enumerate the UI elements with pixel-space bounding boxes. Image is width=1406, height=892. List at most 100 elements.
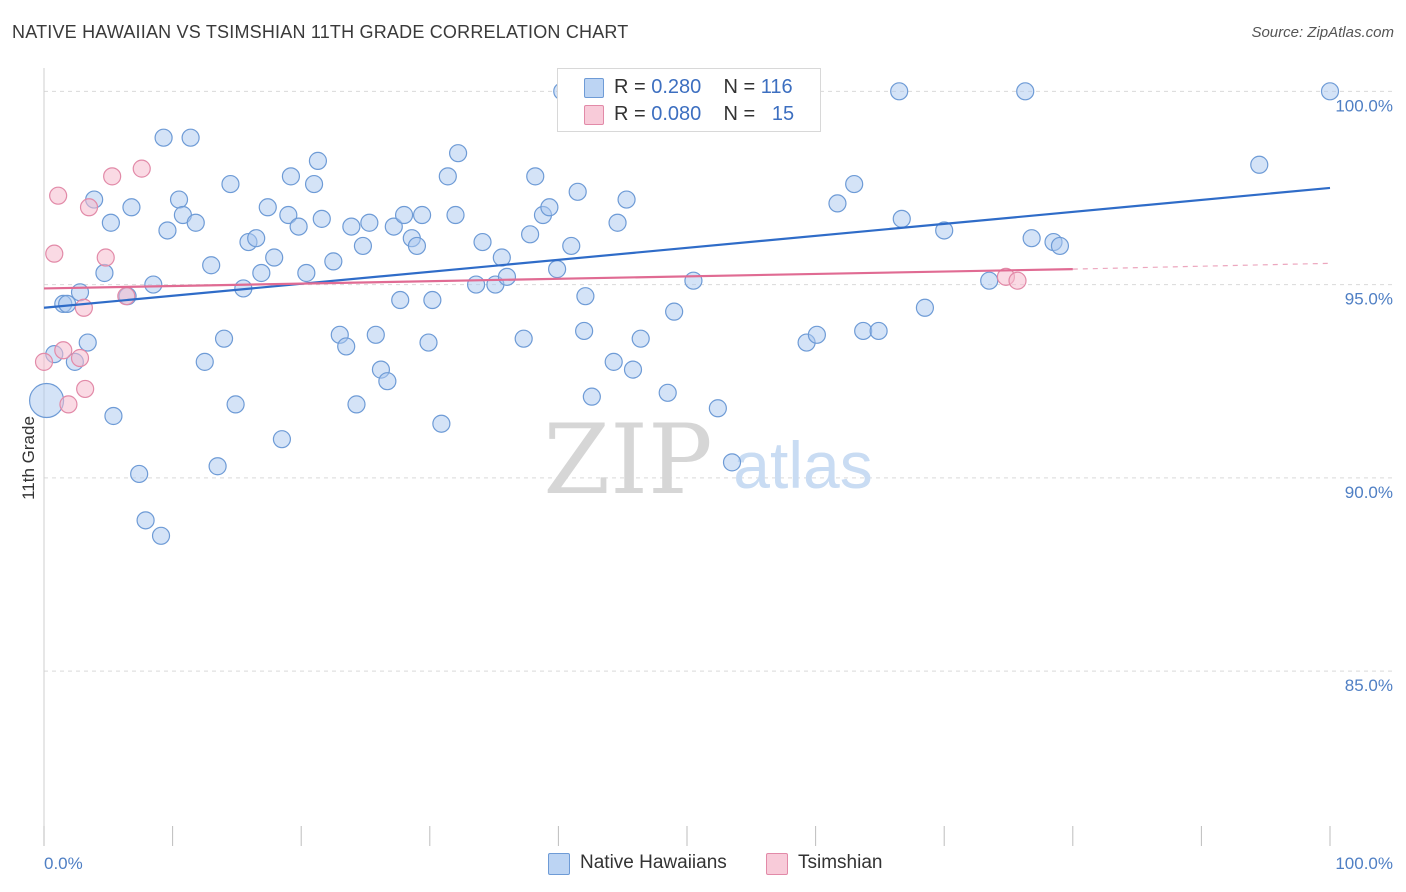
point-native-hawaiians <box>297 263 316 283</box>
point-native-hawaiians <box>308 151 328 170</box>
legend-r-value: 0.080 <box>651 103 702 125</box>
point-native-hawaiians <box>272 430 292 449</box>
point-native-hawaiians <box>186 213 205 232</box>
point-native-hawaiians <box>1022 229 1041 248</box>
y-tick-label: 85.0% <box>1345 676 1393 695</box>
point-native-hawaiians <box>169 190 189 209</box>
point-native-hawaiians <box>617 190 636 209</box>
point-native-hawaiians <box>247 229 266 248</box>
legend-label-native-hawaiians: Native Hawaiians <box>580 852 727 873</box>
point-tsimshian <box>70 348 90 368</box>
legend-r-label: R = <box>614 76 646 98</box>
point-native-hawaiians <box>265 248 284 267</box>
y-tick-label: 100.0% <box>1335 96 1393 115</box>
point-native-hawaiians <box>419 333 438 352</box>
point-native-hawaiians <box>130 464 149 484</box>
point-native-hawaiians <box>892 209 911 228</box>
point-native-hawaiians <box>473 232 492 252</box>
x-tick-label: 100.0% <box>1335 854 1393 873</box>
legend-n-label: N = <box>723 103 756 125</box>
point-native-hawaiians <box>366 325 385 344</box>
point-tsimshian <box>132 159 151 178</box>
point-native-hawaiians <box>181 128 200 147</box>
point-native-hawaiians <box>608 213 627 232</box>
trend-line-tsimshian-extension <box>1072 262 1331 270</box>
point-native-hawaiians <box>423 290 442 310</box>
point-tsimshian <box>1008 271 1027 290</box>
point-native-hawaiians <box>226 395 245 414</box>
point-native-hawaiians <box>631 329 650 348</box>
point-native-hawaiians <box>252 263 271 283</box>
point-native-hawaiians <box>854 321 873 341</box>
point-native-hawaiians <box>869 321 888 341</box>
point-native-hawaiians <box>70 283 90 302</box>
point-native-hawaiians <box>360 213 379 232</box>
point-native-hawaiians <box>526 167 545 186</box>
point-native-hawaiians <box>101 213 120 232</box>
point-native-hawaiians <box>95 263 114 283</box>
point-tsimshian <box>117 287 136 306</box>
point-native-hawaiians <box>514 329 533 348</box>
point-native-hawaiians <box>548 260 567 279</box>
labels-layer: 85.0% 90.0% 95.0% 100.0% 0.0% 100.0% 11th Grad… <box>19 96 1393 873</box>
point-native-hawaiians <box>562 236 581 256</box>
grid-layer <box>44 90 1392 672</box>
legend-label-tsimshian: Tsimshian <box>798 852 883 873</box>
trend-layer <box>43 186 1331 309</box>
point-native-hawaiians <box>312 209 331 228</box>
point-native-hawaiians <box>1050 236 1070 256</box>
point-native-hawaiians <box>136 511 155 530</box>
legend-n-label: N = <box>723 76 756 98</box>
point-native-hawaiians <box>384 217 403 236</box>
point-native-hawaiians <box>158 221 177 240</box>
point-native-hawaiians <box>122 198 141 217</box>
point-native-hawaiians <box>342 217 361 236</box>
chart-source: Source: ZipAtlas.com <box>1251 24 1394 41</box>
point-tsimshian <box>49 186 68 205</box>
point-native-hawaiians <box>154 128 173 147</box>
point-native-hawaiians <box>448 144 468 163</box>
legend-swatch-blue <box>548 853 570 875</box>
point-native-hawaiians <box>575 321 594 341</box>
point-tsimshian <box>103 167 122 186</box>
legend-n-value: 15 <box>771 103 795 125</box>
trend-line-tsimshian <box>43 268 1073 290</box>
point-native-hawaiians <box>540 198 559 217</box>
point-native-hawaiians <box>915 298 935 317</box>
y-axis-label: 11th Grade <box>19 416 38 500</box>
trend-line-native-hawaiians <box>43 186 1331 309</box>
point-native-hawaiians <box>412 205 432 225</box>
point-native-hawaiians <box>438 167 457 186</box>
point-native-hawaiians <box>497 267 517 286</box>
point-native-hawaiians <box>279 205 298 225</box>
point-native-hawaiians <box>980 271 999 290</box>
point-native-hawaiians <box>582 387 601 406</box>
point-native-hawaiians <box>708 399 727 418</box>
point-tsimshian <box>76 379 95 399</box>
point-native-hawaiians <box>1320 82 1340 101</box>
point-native-hawaiians <box>324 252 343 271</box>
point-native-hawaiians <box>684 271 703 290</box>
legend-item-native-hawaiians: Native Hawaiians <box>548 851 748 877</box>
point-tsimshian <box>74 298 93 317</box>
point-native-hawaiians <box>521 225 540 244</box>
legend-n-value: 116 <box>760 76 793 98</box>
legend-swatch-pink <box>766 853 788 875</box>
point-native-hawaiians <box>151 526 171 545</box>
points-layer <box>28 82 1340 545</box>
point-native-hawaiians <box>446 205 465 225</box>
point-native-hawaiians <box>623 360 643 379</box>
point-native-hawaiians <box>391 290 410 310</box>
point-native-hawaiians <box>890 82 909 101</box>
point-native-hawaiians <box>1016 82 1035 101</box>
point-native-hawaiians <box>665 302 684 321</box>
point-tsimshian <box>59 395 78 414</box>
point-native-hawaiians <box>353 236 373 256</box>
point-tsimshian <box>54 341 73 360</box>
y-tick-label: 95.0% <box>1345 290 1393 309</box>
chart-title: NATIVE HAWAIIAN VS TSIMSHIAN 11TH GRADE … <box>12 22 629 42</box>
x-tick-label: 0.0% <box>44 854 83 873</box>
point-tsimshian <box>45 244 64 263</box>
legend-r-value: 0.280 <box>651 76 702 98</box>
